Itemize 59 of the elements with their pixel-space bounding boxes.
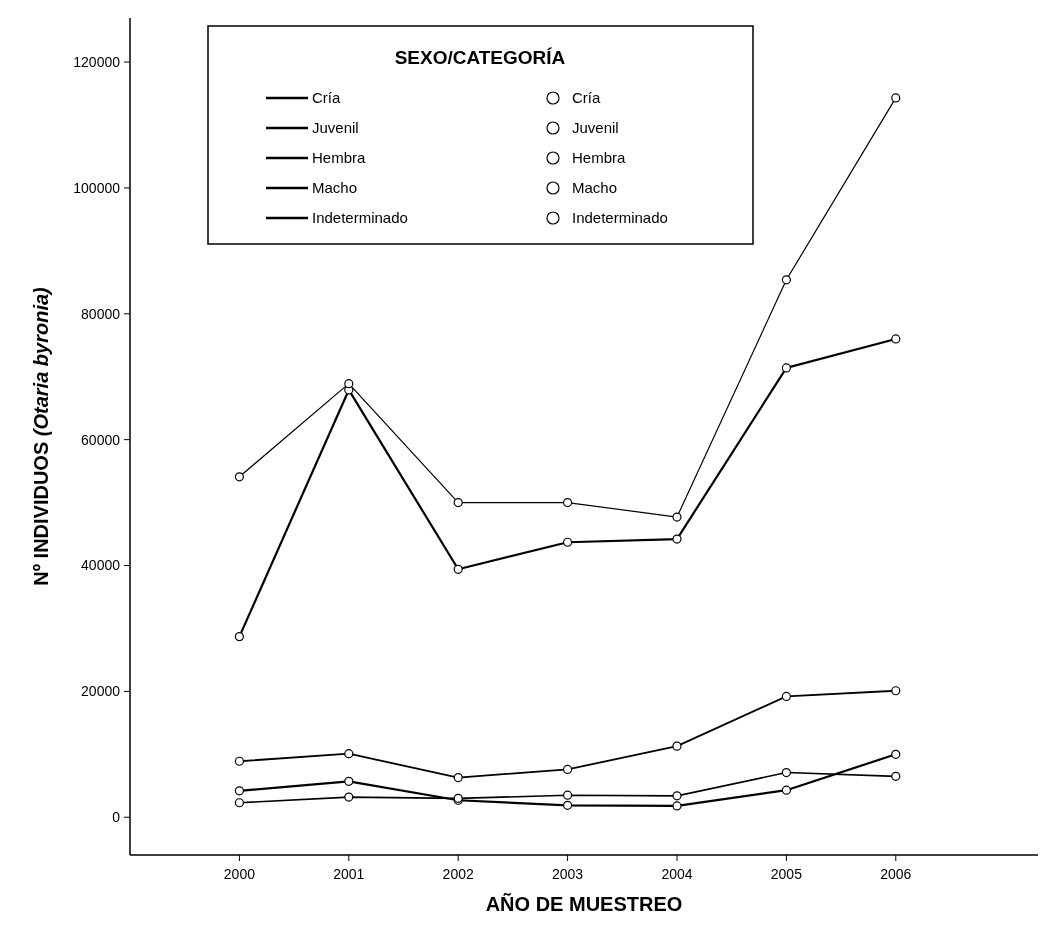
point	[234, 798, 244, 808]
point	[234, 632, 244, 642]
text: Indeterminado	[572, 209, 668, 227]
legend-label: Macho	[312, 179, 358, 197]
point	[781, 691, 791, 702]
point	[672, 741, 682, 751]
point	[891, 334, 901, 344]
point	[453, 772, 463, 783]
point	[781, 275, 791, 285]
x-axis-title: AÑO DE MUESTREO	[485, 893, 683, 915]
point	[781, 363, 791, 373]
point	[562, 790, 573, 800]
point	[562, 497, 573, 508]
point	[672, 801, 682, 811]
point	[344, 792, 354, 802]
point	[891, 686, 901, 696]
y-tick-label: 100000	[73, 179, 121, 196]
x-tick-label: 2002	[442, 866, 474, 882]
point	[234, 786, 244, 796]
point	[891, 749, 901, 759]
x-tick-label: 2003	[552, 866, 584, 882]
point	[453, 564, 463, 574]
point	[344, 379, 354, 389]
point	[234, 472, 244, 482]
point	[344, 776, 354, 786]
x-tick-label: 2000	[223, 866, 256, 882]
point	[672, 512, 682, 522]
point	[562, 764, 573, 775]
point	[672, 791, 682, 801]
text: Juvenil	[572, 119, 619, 137]
text: Hembra	[572, 149, 626, 167]
y-tick-label: 0	[112, 809, 121, 826]
y-tick-label: 120000	[73, 53, 121, 70]
x-tick-label: 2001	[333, 866, 365, 882]
y-axis-title: Nº INDIVIDUOS (Otaria byronia)	[30, 286, 52, 586]
point	[672, 534, 682, 544]
point	[344, 749, 354, 759]
y-tick-label: 20000	[81, 683, 121, 700]
legend-label: Indeterminado	[312, 209, 408, 227]
text: Macho	[572, 179, 618, 197]
point	[781, 785, 791, 795]
point	[891, 771, 901, 781]
point	[562, 800, 573, 810]
y-tick-label: 40000	[81, 557, 121, 574]
text: Cría	[572, 89, 601, 107]
point	[453, 497, 463, 508]
x-tick-label: 2005	[770, 866, 803, 882]
point	[234, 756, 244, 766]
point	[781, 767, 791, 778]
x-tick-label: 2006	[880, 866, 912, 882]
point	[891, 93, 901, 103]
legend-title: SEXO/CATEGORÍA	[394, 47, 566, 68]
x-tick-label: 2004	[661, 866, 693, 882]
legend-label: Juvenil	[312, 119, 359, 137]
y-tick-label: 60000	[81, 431, 121, 448]
point	[562, 537, 573, 547]
y-tick-label: 80000	[81, 305, 121, 322]
legend-label: Hembra	[312, 149, 367, 167]
legend-label: Cría	[312, 89, 341, 107]
